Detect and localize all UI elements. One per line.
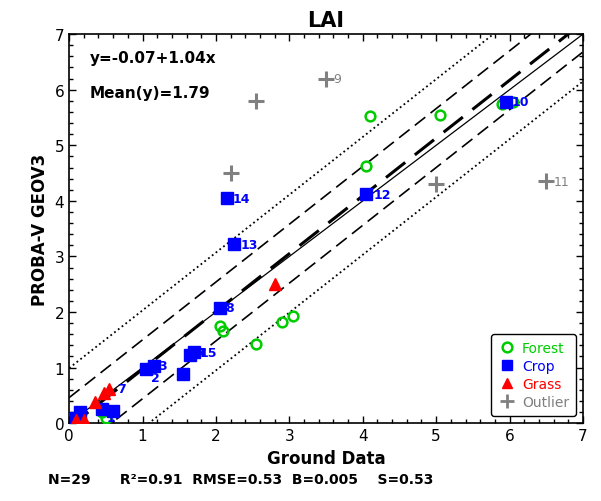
- Text: 3: 3: [158, 359, 166, 372]
- Text: 9: 9: [334, 73, 341, 86]
- Text: 12: 12: [374, 188, 391, 201]
- Legend: Forest, Crop, Grass, Outlier: Forest, Crop, Grass, Outlier: [492, 334, 576, 416]
- Text: N=29      R²=0.91  RMSE=0.53  B=0.005    S=0.53: N=29 R²=0.91 RMSE=0.53 B=0.005 S=0.53: [48, 472, 433, 486]
- Text: 13: 13: [240, 238, 258, 251]
- X-axis label: Ground Data: Ground Data: [267, 449, 385, 466]
- Text: 1: 1: [106, 411, 115, 424]
- Y-axis label: PROBA-V GEOV3: PROBA-V GEOV3: [31, 153, 49, 305]
- Text: 15: 15: [200, 346, 218, 359]
- Text: Mean(y)=1.79: Mean(y)=1.79: [90, 86, 210, 101]
- Text: 7: 7: [118, 382, 126, 395]
- Text: 14: 14: [233, 192, 250, 205]
- Text: y=-0.07+1.04x: y=-0.07+1.04x: [90, 51, 216, 66]
- Text: 8: 8: [225, 302, 234, 315]
- Text: 11: 11: [554, 175, 569, 188]
- Text: 10: 10: [512, 96, 529, 109]
- Text: 2: 2: [151, 371, 159, 384]
- Title: LAI: LAI: [308, 11, 344, 31]
- Text: 4: 4: [196, 346, 205, 359]
